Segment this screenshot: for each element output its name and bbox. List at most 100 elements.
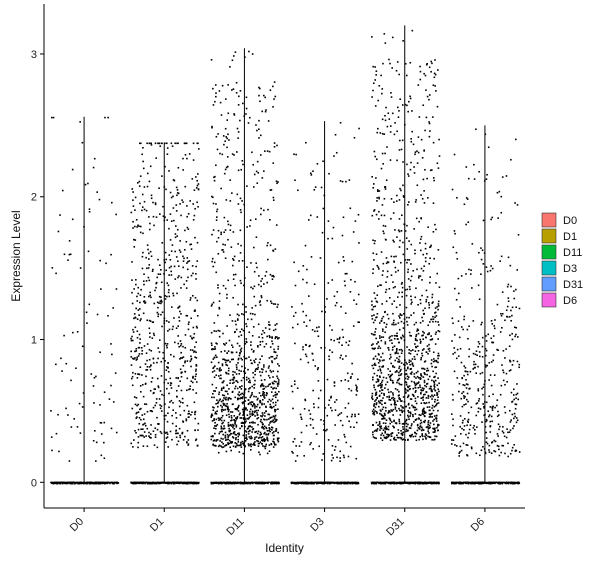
data-point (389, 339, 391, 342)
data-point (236, 127, 239, 130)
data-point (425, 298, 428, 301)
data-point (311, 352, 314, 355)
data-point (235, 438, 237, 441)
data-point (408, 418, 410, 421)
data-point-zero (451, 483, 453, 485)
data-point-zero (423, 482, 425, 484)
data-point (60, 357, 62, 360)
data-point (184, 142, 186, 145)
data-point-zero (491, 482, 494, 485)
data-point (184, 361, 186, 364)
data-point (243, 393, 245, 396)
data-point (190, 274, 193, 277)
data-point (130, 442, 133, 445)
data-point (273, 275, 275, 278)
data-point-zero (346, 482, 349, 484)
data-point (257, 172, 260, 174)
data-point (133, 246, 136, 248)
data-point (385, 410, 387, 412)
data-point (327, 282, 330, 284)
data-point (190, 317, 192, 320)
data-point (304, 343, 307, 346)
data-point (218, 369, 221, 372)
data-point (96, 313, 99, 316)
data-point (262, 398, 264, 401)
data-point (338, 413, 341, 415)
data-point (249, 225, 251, 227)
data-point (329, 324, 331, 327)
data-point (377, 347, 379, 350)
data-point (191, 337, 194, 340)
data-point (374, 305, 377, 308)
data-point (87, 250, 90, 253)
data-point (232, 88, 235, 90)
data-point (220, 427, 223, 429)
data-point (274, 394, 276, 396)
data-point (229, 382, 231, 384)
data-point (402, 426, 404, 428)
data-point (333, 449, 336, 451)
data-point (215, 210, 218, 213)
data-point (373, 386, 376, 389)
data-point (193, 214, 196, 217)
data-point (427, 397, 430, 399)
data-point (263, 387, 266, 390)
data-point (379, 384, 382, 387)
data-point (211, 257, 214, 260)
data-point (405, 381, 408, 384)
data-point (434, 404, 437, 407)
data-point (96, 191, 98, 193)
data-point (299, 413, 302, 416)
data-point (174, 278, 177, 280)
data-point (137, 411, 140, 414)
data-point (173, 219, 175, 222)
data-point (434, 389, 437, 392)
data-point (393, 240, 395, 243)
data-point-zero (297, 483, 300, 485)
data-point (408, 316, 410, 319)
data-point (415, 402, 418, 405)
data-point (419, 65, 421, 68)
data-point (376, 312, 379, 315)
data-point (436, 392, 438, 394)
data-point (242, 401, 245, 403)
data-point (178, 405, 181, 408)
data-point (384, 188, 387, 190)
data-point (88, 210, 91, 213)
data-point (134, 239, 137, 241)
data-point (384, 291, 387, 294)
data-point (432, 318, 435, 320)
data-point (257, 364, 259, 366)
data-point (432, 230, 435, 233)
data-point (371, 308, 374, 311)
data-point (378, 401, 381, 404)
data-point (319, 257, 322, 259)
data-point (146, 172, 149, 175)
data-point (398, 407, 400, 410)
data-point (339, 460, 341, 462)
data-point (396, 357, 398, 359)
data-point (272, 250, 275, 252)
data-point (266, 335, 268, 338)
data-point (392, 408, 395, 411)
data-point (415, 377, 417, 379)
data-point (146, 267, 148, 270)
data-point (222, 380, 225, 382)
data-point (218, 432, 221, 435)
data-point (425, 289, 428, 292)
data-point (422, 393, 425, 396)
data-point (264, 439, 267, 441)
data-point (372, 431, 374, 433)
data-point (374, 79, 377, 81)
data-point (378, 268, 380, 270)
data-point-zero (229, 482, 231, 484)
data-point (157, 273, 160, 275)
data-point-zero (174, 482, 176, 485)
data-point (375, 337, 377, 340)
data-point (394, 387, 397, 390)
data-point (168, 274, 170, 276)
data-point (271, 360, 273, 362)
data-point (434, 379, 437, 382)
data-point (165, 258, 168, 261)
data-point (383, 232, 385, 235)
